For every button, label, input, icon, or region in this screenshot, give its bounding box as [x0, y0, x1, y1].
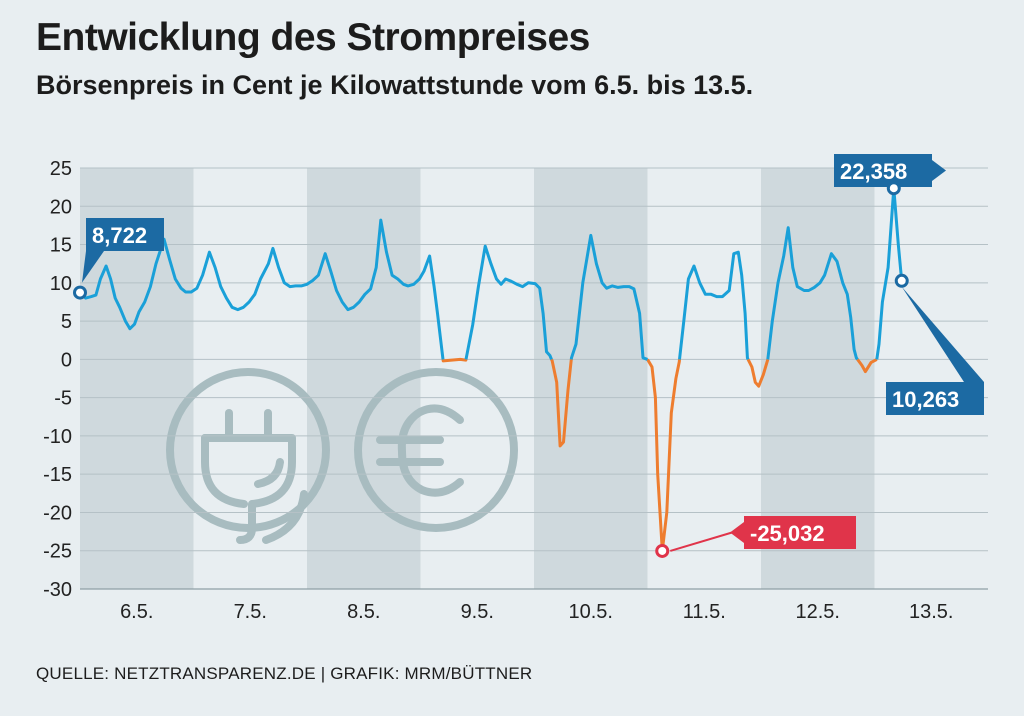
value-annotation: 10,263 [886, 273, 984, 415]
value-annotation: 22,358 [834, 154, 946, 196]
plug-body-left [201, 434, 248, 508]
chart-subtitle: Börsenpreis in Cent je Kilowattstunde vo… [36, 70, 754, 100]
positive-series-line [569, 233, 649, 361]
annotation-tail [901, 286, 984, 382]
negative-series-line [550, 358, 573, 448]
euro-circle [354, 368, 518, 532]
y-tick-label: -30 [43, 579, 72, 601]
plug-icon [166, 368, 330, 544]
annotation-box [744, 516, 856, 549]
y-tick-label: -5 [54, 388, 72, 410]
y-axis: 25 20 15 10 5 0 -5 -10 -15 -20 -25 -30 [43, 158, 72, 601]
y-tick-label: -25 [43, 541, 72, 563]
positive-series-line [766, 226, 859, 361]
x-axis: 6.5. 7.5. 8.5. 9.5. 10.5. 11.5. 12.5. 13.5. [120, 601, 953, 623]
annotation-label: 22,358 [840, 159, 907, 184]
annotations: 8,722 22,358 10,263 -25,032 [73, 154, 984, 558]
plug-cable [262, 490, 308, 544]
plug-highlight [254, 458, 284, 488]
value-annotation: -25,032 [655, 516, 856, 558]
negative-series-line [856, 358, 878, 374]
y-tick-label: 25 [50, 158, 72, 180]
value-annotation: 8,722 [73, 218, 164, 300]
x-tick-label: 11.5. [683, 601, 726, 623]
negative-series-line [646, 358, 681, 553]
x-tick-label: 10.5. [569, 601, 613, 623]
x-tick-label: 6.5. [120, 601, 153, 623]
positive-series-line [875, 186, 904, 360]
annotation-label: 10,263 [892, 387, 959, 412]
annotation-marker [894, 273, 909, 288]
euro-arc [397, 404, 464, 497]
annotation-tail [730, 522, 744, 543]
x-tick-label: 8.5. [347, 601, 380, 623]
positive-series-line [78, 218, 445, 360]
annotation-box [86, 218, 164, 251]
x-tick-label: 13.5. [909, 601, 953, 623]
source-credit: QUELLE: NETZTRANSPARENZ.DE | GRAFIK: MRM… [36, 664, 533, 683]
annotation-tail [82, 251, 104, 283]
annotation-label: 8,722 [92, 223, 147, 248]
y-tick-label: 20 [50, 196, 72, 218]
day-bands [80, 168, 875, 589]
x-tick-label: 12.5. [796, 601, 840, 623]
icons-group [166, 368, 518, 544]
y-tick-label: 15 [50, 235, 72, 257]
x-tick-label: 7.5. [234, 601, 267, 623]
chart-title: Entwicklung des Strompreises [36, 16, 590, 59]
y-tick-label: 0 [61, 349, 72, 371]
annotation-marker [655, 543, 670, 558]
y-tick-label: 5 [61, 311, 72, 333]
y-tick-label: -15 [43, 464, 72, 486]
annotation-connector [669, 531, 733, 552]
negative-series-line [746, 358, 770, 388]
euro-icon [354, 368, 518, 532]
plug-body [201, 434, 296, 544]
negative-series-line [441, 357, 468, 363]
day-band [534, 168, 648, 589]
positive-series-line [464, 244, 553, 360]
annotation-marker [886, 181, 901, 196]
positive-series-line [678, 250, 750, 361]
annotation-tail [932, 160, 946, 181]
y-tick-label: -10 [43, 426, 72, 448]
annotation-box [834, 154, 932, 187]
y-tick-label: 10 [50, 273, 72, 295]
y-tick-label: -20 [43, 502, 72, 524]
x-tick-label: 9.5. [461, 601, 494, 623]
annotation-marker [73, 285, 87, 300]
annotation-label: -25,032 [750, 521, 825, 546]
annotation-box [886, 382, 984, 415]
